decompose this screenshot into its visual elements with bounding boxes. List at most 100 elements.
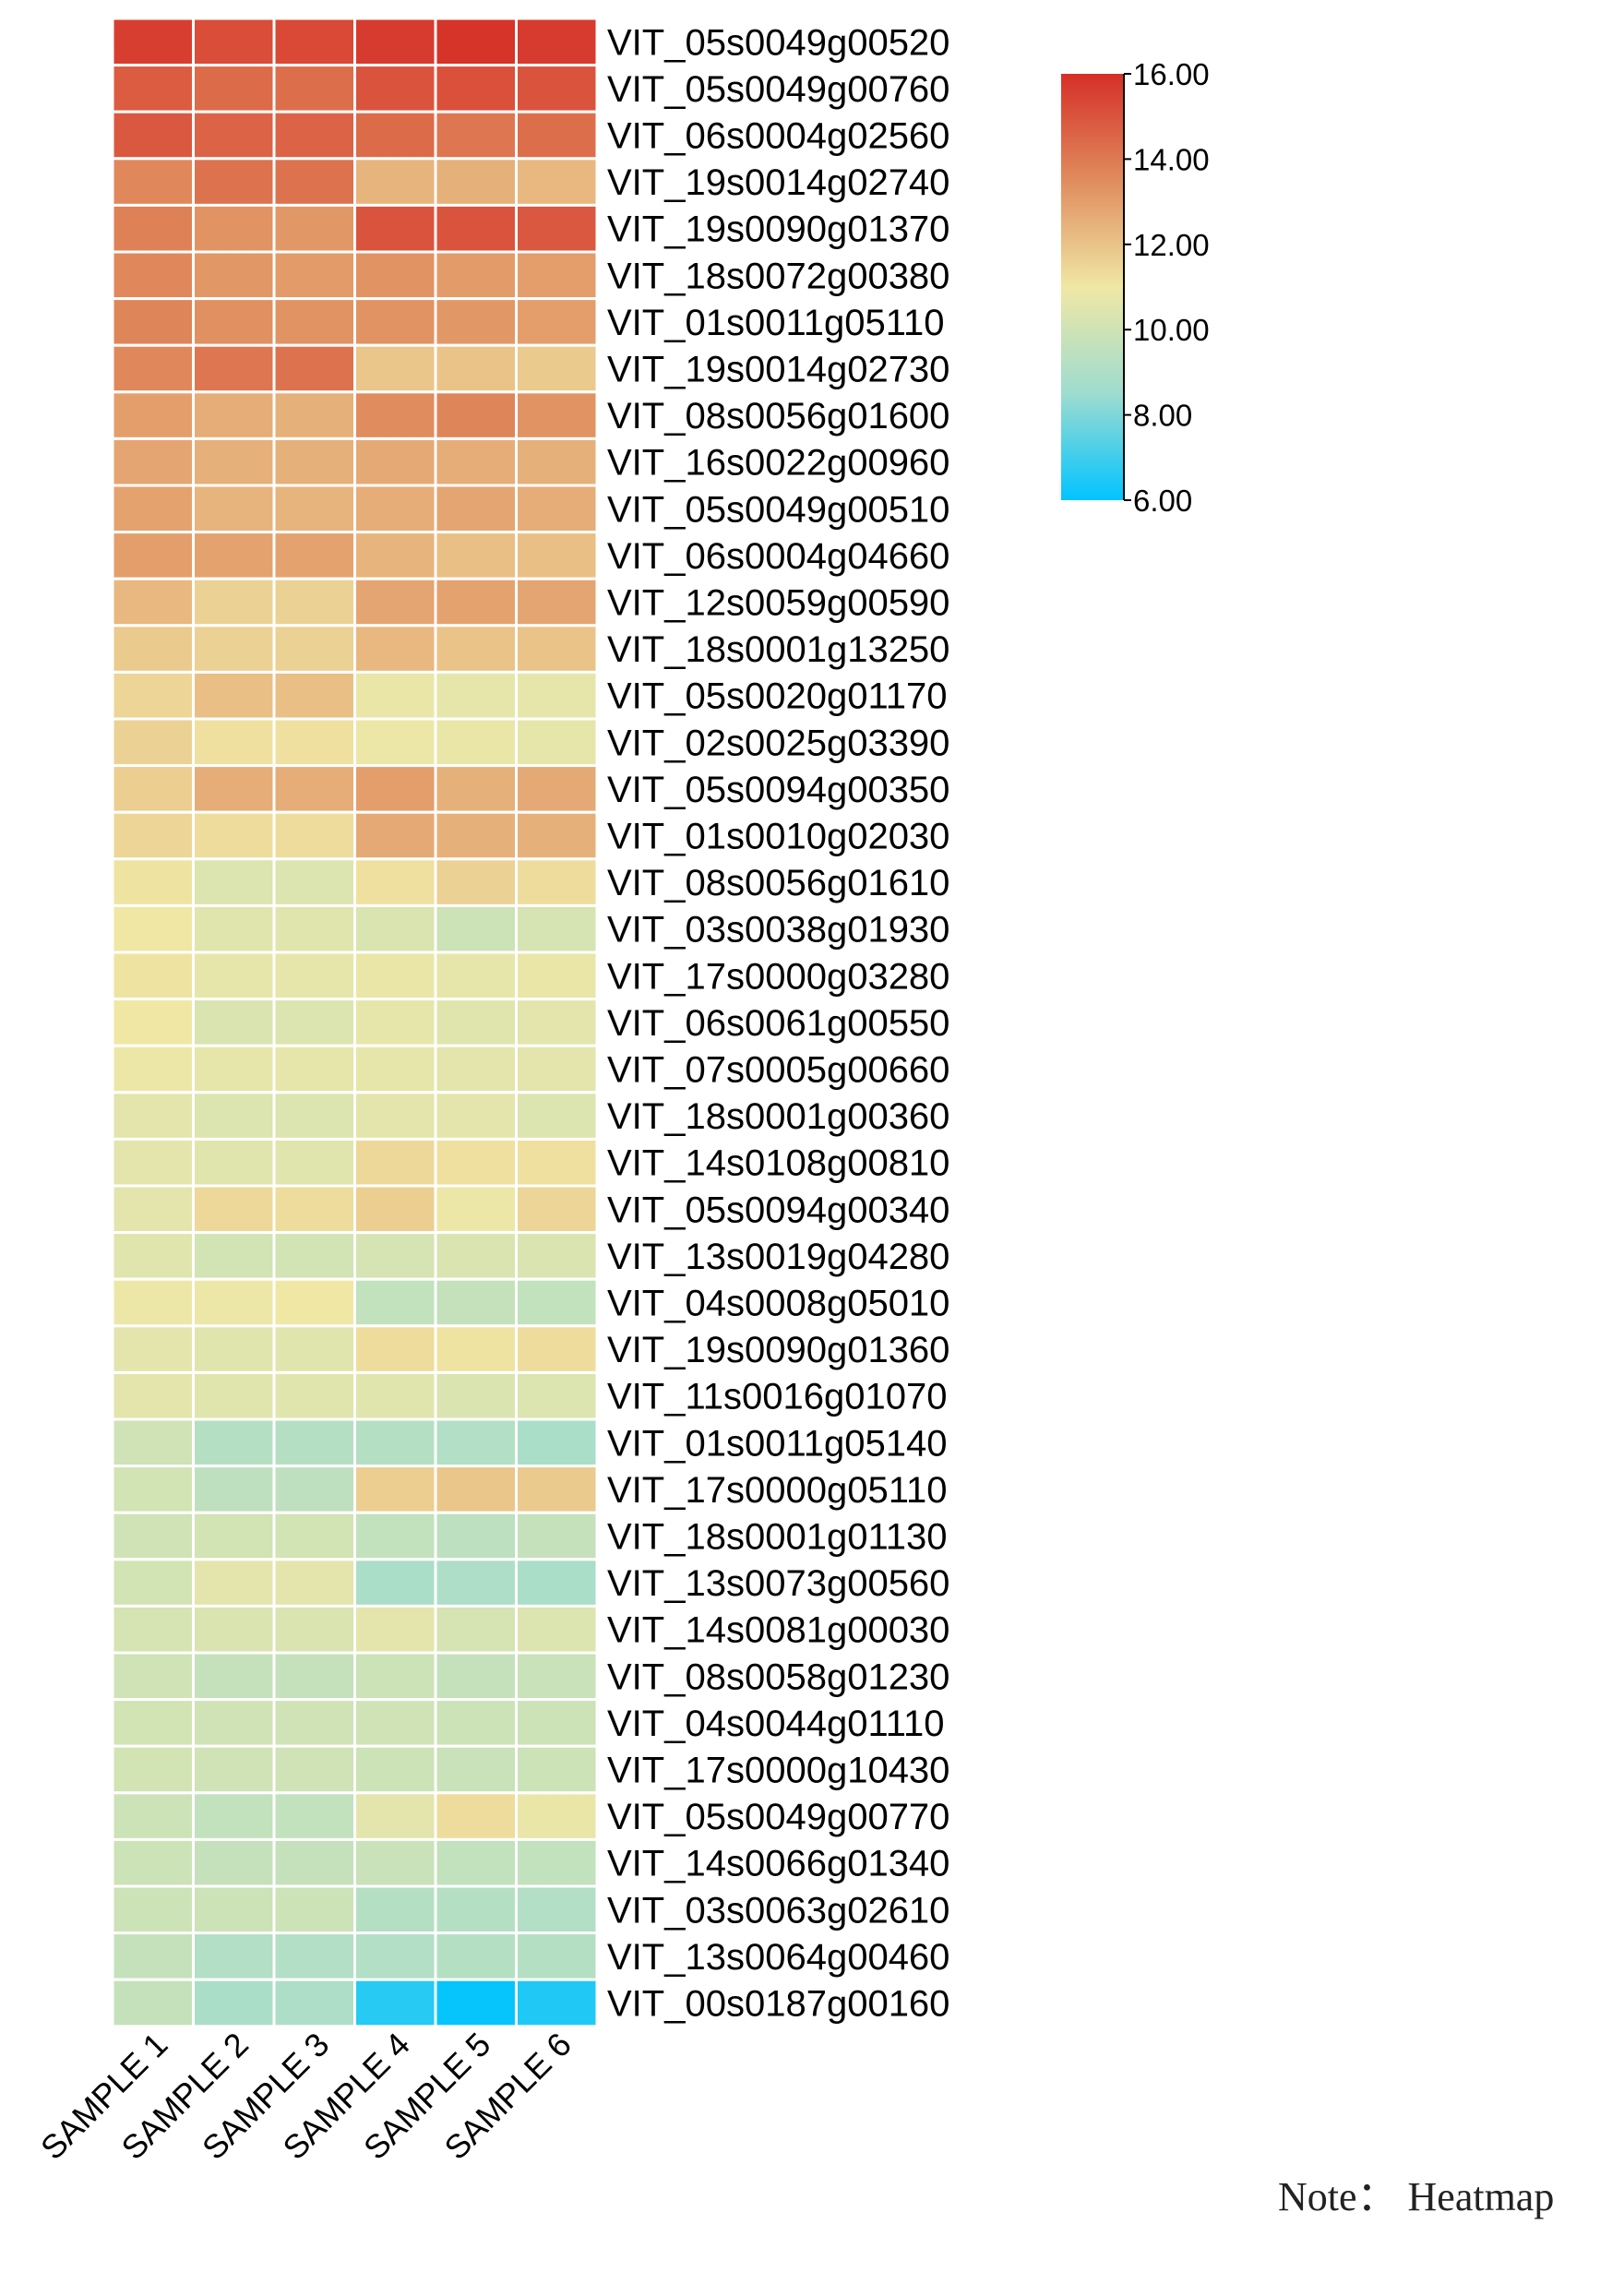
heatmap-cell [192, 1978, 276, 2028]
heatmap-cell [111, 484, 195, 534]
row-label: VIT_19s0090g01370 [607, 209, 949, 250]
heatmap-cell [515, 1044, 599, 1094]
heatmap-cell [272, 1884, 356, 1935]
heatmap-cell [515, 1698, 599, 1748]
heatmap-cell [515, 951, 599, 1001]
row-label: VIT_04s0008g05010 [607, 1284, 949, 1324]
heatmap-cell [111, 203, 195, 254]
heatmap-cell [111, 1231, 195, 1281]
heatmap-cell [111, 1651, 195, 1702]
row-label: VIT_01s0011g05110 [607, 303, 945, 343]
heatmap-cell [434, 998, 518, 1047]
heatmap-cell [272, 203, 356, 254]
heatmap-cell [434, 157, 518, 207]
heatmap-cell [272, 1698, 356, 1748]
heatmap-cell [353, 857, 437, 907]
heatmap-cell [272, 1277, 356, 1328]
heatmap-cell [353, 17, 437, 67]
heatmap-cell [272, 1511, 356, 1561]
heatmap-cell [272, 1324, 356, 1374]
heatmap-cell [434, 624, 518, 674]
heatmap-cell [192, 1044, 276, 1094]
row-label: VIT_13s0019g04280 [607, 1237, 949, 1277]
heatmap-cell [515, 1231, 599, 1281]
heatmap-cell [353, 717, 437, 768]
heatmap-cell [272, 1791, 356, 1841]
heatmap-cell [515, 203, 599, 254]
heatmap-cell [111, 1791, 195, 1841]
heatmap-cell [272, 157, 356, 207]
heatmap-cell [272, 1931, 356, 1981]
heatmap-cell [515, 64, 599, 114]
heatmap-cell [515, 1931, 599, 1981]
heatmap-cell [434, 1417, 518, 1468]
heatmap-cell [515, 1651, 599, 1702]
heatmap-cell [111, 1370, 195, 1421]
heatmap-cell [111, 764, 195, 814]
heatmap-cell [515, 343, 599, 394]
heatmap-cell [192, 297, 276, 347]
row-label: VIT_19s0014g02730 [607, 350, 949, 390]
heatmap-cell [111, 17, 195, 67]
heatmap-cell [192, 903, 276, 954]
heatmap-cell [515, 1791, 599, 1841]
row-label: VIT_01s0011g05140 [607, 1423, 947, 1464]
heatmap-cell [515, 717, 599, 768]
heatmap-cell [434, 1791, 518, 1841]
heatmap-cell [353, 1091, 437, 1141]
heatmap-cell [111, 1465, 195, 1514]
row-label: VIT_04s0044g01110 [607, 1704, 945, 1744]
heatmap-cell [353, 1370, 437, 1421]
heatmap-cell [353, 343, 437, 394]
heatmap-cell [111, 297, 195, 347]
heatmap-cell [272, 1231, 356, 1281]
heatmap-cell [272, 1184, 356, 1235]
heatmap-cell [434, 1465, 518, 1514]
heatmap-cell [434, 951, 518, 1001]
heatmap-cell [353, 1978, 437, 2028]
heatmap-cell [434, 1370, 518, 1421]
row-label: VIT_07s0005g00660 [607, 1050, 949, 1091]
heatmap-cell [515, 810, 599, 861]
heatmap-cell [272, 17, 356, 67]
heatmap-cell [515, 857, 599, 907]
heatmap-cell [515, 436, 599, 487]
row-label: VIT_18s0072g00380 [607, 256, 949, 296]
heatmap-cell [353, 390, 437, 440]
color-scale-tick-label: 12.00 [1133, 228, 1210, 262]
heatmap-cell [272, 1978, 356, 2028]
heatmap-cell [111, 1184, 195, 1235]
heatmap-cell [111, 810, 195, 861]
heatmap-cell [111, 1604, 195, 1655]
heatmap-cell [515, 250, 599, 301]
heatmap-cell [192, 250, 276, 301]
heatmap-cell [111, 1837, 195, 1888]
heatmap-cell [272, 1137, 356, 1188]
figure-note: Note： Heatmap [1278, 2174, 1555, 2219]
heatmap-cell [111, 390, 195, 440]
heatmap-cell [272, 764, 356, 814]
heatmap-cell [515, 1370, 599, 1421]
heatmap-cell [353, 1651, 437, 1702]
heatmap-cell [434, 436, 518, 487]
heatmap-cell [515, 998, 599, 1047]
heatmap-cell [515, 110, 599, 161]
heatmap-cell [192, 1837, 276, 1888]
heatmap-cell [111, 670, 195, 721]
heatmap-cell [353, 577, 437, 628]
heatmap-cell [272, 951, 356, 1001]
heatmap-cell [434, 64, 518, 114]
color-scale-tick-label: 16.00 [1133, 57, 1210, 91]
heatmap-cell [272, 1558, 356, 1608]
heatmap-cell [272, 1837, 356, 1888]
heatmap-cell [434, 297, 518, 347]
heatmap-cell [272, 1417, 356, 1468]
heatmap-cell [434, 390, 518, 440]
row-label: VIT_18s0001g13250 [607, 629, 949, 670]
heatmap-cell [192, 110, 276, 161]
heatmap-cell [272, 484, 356, 534]
color-scale-legend: 16.00 14.00 12.00 10.00 8.00 6.00 [1061, 57, 1210, 518]
heatmap-cell [515, 1465, 599, 1514]
heatmap-cell [353, 1744, 437, 1795]
heatmap-cell [192, 577, 276, 628]
